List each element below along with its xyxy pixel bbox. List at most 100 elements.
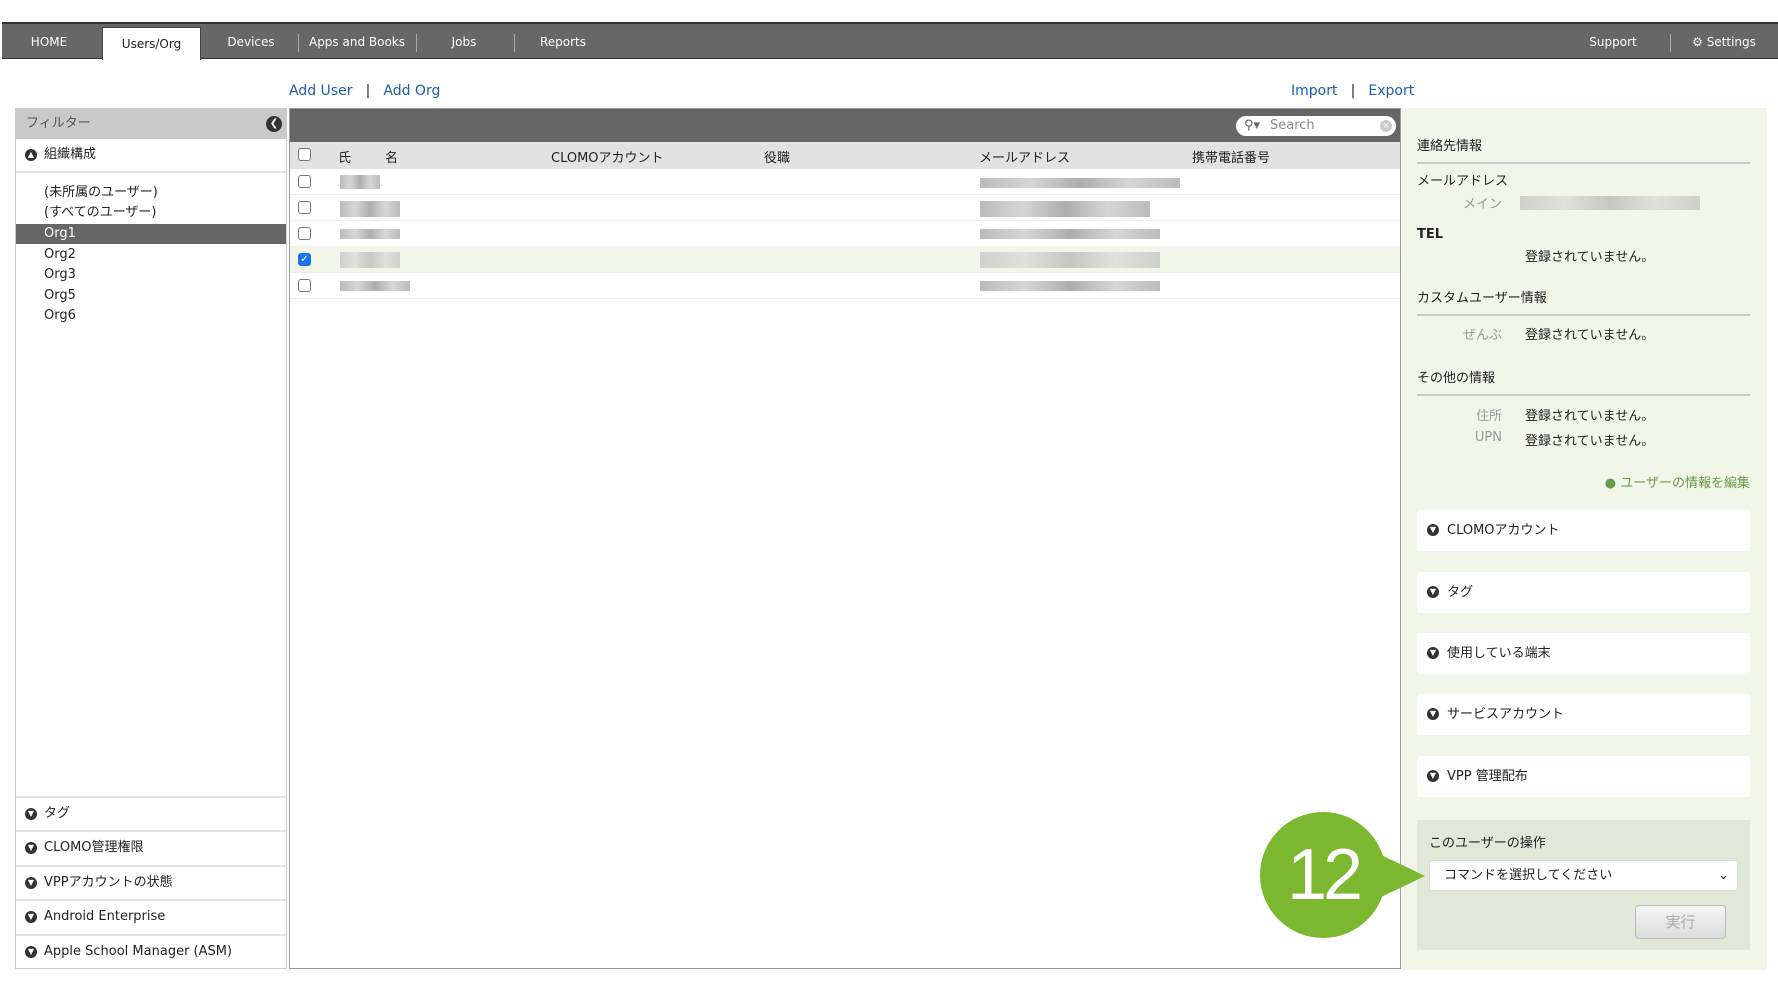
filter-section-vpp[interactable]: ▼ VPPアカウントの状態 [16,865,286,899]
divider: | [1350,83,1356,99]
chevron-down-icon: ▼ [1427,770,1439,782]
section-label: サービスアカウント [1447,707,1565,722]
chevron-down-icon: ▼ [1427,586,1439,598]
tel-value: 登録されていません。 [1525,250,1655,265]
row-checkbox-checked[interactable]: ✓ [298,253,311,266]
custom-all-label: ぜんぶ [1462,328,1502,343]
section-label: 組織構成 [44,147,97,162]
org-item[interactable]: Org6 [44,308,76,323]
search-placeholder: Search [1270,118,1315,133]
row-checkbox[interactable] [298,279,311,292]
import-link[interactable]: Import [1291,83,1338,99]
edit-user-link[interactable]: ● ユーザーの情報を編集 [1605,472,1750,491]
row-checkbox[interactable] [298,175,311,188]
execute-button[interactable]: 実行 [1635,905,1726,939]
section-label: Android Enterprise [44,909,166,924]
filter-header: フィルター ❮ [16,109,286,139]
contact-info-heading: 連絡先情報 [1417,135,1750,164]
section-service-account[interactable]: ▼ サービスアカウント [1417,694,1750,735]
email-label: メールアドレス [1417,174,1509,189]
filter-section-clomo-permission[interactable]: ▼ CLOMO管理権限 [16,830,286,864]
redacted-name [340,281,410,291]
user-operations: このユーザーの操作 コマンドを選択してください ⌄ 実行 [1417,820,1750,950]
col-mobile[interactable]: 携帯電話番号 [1192,151,1271,166]
search-icon: ⚲▾ [1244,118,1261,133]
org-item[interactable]: Org3 [44,267,76,282]
chevron-down-icon: ▼ [25,877,37,889]
divider [514,34,515,52]
support-link[interactable]: Support [1589,35,1637,49]
filter-section-asm[interactable]: ▼ Apple School Manager (ASM) [16,934,286,968]
tab-jobs[interactable]: Jobs [451,35,477,49]
redacted-email [980,229,1160,239]
tab-devices[interactable]: Devices [227,35,275,49]
col-clomo-account[interactable]: CLOMOアカウント [551,151,664,166]
settings-link[interactable]: ⚙ Settings [1684,24,1764,59]
table-row[interactable] [290,273,1400,299]
filter-title: フィルター [26,116,91,131]
tab-home[interactable]: HOME [30,35,68,49]
redacted-name [340,175,380,189]
circle-icon: ● [1604,476,1617,491]
divider [298,34,299,52]
tab-reports[interactable]: Reports [539,35,587,49]
section-devices-in-use[interactable]: ▼ 使用している端末 [1417,633,1750,674]
tel-label: TEL [1417,227,1444,242]
divider [1670,34,1671,52]
table-row[interactable] [290,169,1400,195]
col-email[interactable]: メールアドレス [979,151,1071,166]
gear-icon: ⚙ [1692,35,1703,49]
row-checkbox[interactable] [298,201,311,214]
table-row[interactable] [290,195,1400,221]
edit-user-label: ユーザーの情報を編集 [1620,476,1750,491]
row-checkbox[interactable] [298,227,311,240]
col-first-name[interactable]: 名 [385,151,399,166]
chevron-down-icon: ▼ [1427,647,1439,659]
tab-apps-and-books[interactable]: Apps and Books [308,35,406,49]
search-input[interactable]: ⚲▾ Search × [1236,116,1396,136]
step-badge: 12 [1260,812,1386,938]
col-last-name[interactable]: 氏 [338,151,352,166]
filter-section-tag[interactable]: ▼ タグ [16,796,286,830]
filter-section-android[interactable]: ▼ Android Enterprise [16,899,286,933]
section-tag[interactable]: ▼ タグ [1417,572,1750,613]
section-vpp-distribution[interactable]: ▼ VPP 管理配布 [1417,756,1750,797]
clear-icon[interactable]: × [1380,120,1392,132]
section-clomo-account[interactable]: ▼ CLOMOアカウント [1417,510,1750,551]
org-item[interactable]: (未所属のユーザー) [44,185,158,200]
address-value: 登録されていません。 [1525,409,1655,424]
command-select[interactable]: コマンドを選択してください ⌄ [1429,860,1738,891]
chevron-down-icon: ▼ [1427,524,1439,536]
table-row[interactable] [290,221,1400,247]
section-label: タグ [44,806,71,821]
chevron-down-icon: ▼ [25,946,37,958]
top-nav: HOME Users/Org Devices Apps and Books Jo… [2,22,1778,60]
chevron-down-icon: ▼ [1427,708,1439,720]
org-section-header[interactable]: ▲ 組織構成 [16,139,286,173]
export-link[interactable]: Export [1368,83,1415,99]
user-actions: Add User | Add Org [289,80,440,99]
chevron-down-icon: ⌄ [1718,868,1729,883]
section-label: 使用している端末 [1447,646,1551,661]
select-all-checkbox[interactable] [298,148,311,161]
divider [416,34,417,52]
org-item[interactable]: Org2 [44,247,76,262]
add-org-link[interactable]: Add Org [383,83,441,99]
table-row-selected[interactable]: ✓ [290,247,1400,273]
org-item[interactable]: (すべてのユーザー) [44,205,157,220]
org-item-selected[interactable]: Org1 [16,224,286,244]
collapse-icon[interactable]: ❮ [266,116,282,132]
section-label: CLOMO管理権限 [44,840,144,855]
redacted-email [980,178,1180,188]
tab-users-org[interactable]: Users/Org [102,27,201,60]
import-export: Import | Export [1291,80,1414,99]
custom-all-value: 登録されていません。 [1525,328,1655,343]
col-position[interactable]: 役職 [764,151,791,166]
org-item[interactable]: Org5 [44,288,76,303]
add-user-link[interactable]: Add User [289,83,353,99]
section-label: CLOMOアカウント [1447,523,1560,538]
table-header: 氏 名 CLOMOアカウント 役職 メールアドレス 携帯電話番号 [290,142,1400,169]
operations-title: このユーザーの操作 [1429,836,1546,851]
redacted-email [1520,196,1700,210]
user-table: ⚲▾ Search × 氏 名 CLOMOアカウント 役職 メールアドレス 携帯… [289,108,1401,969]
